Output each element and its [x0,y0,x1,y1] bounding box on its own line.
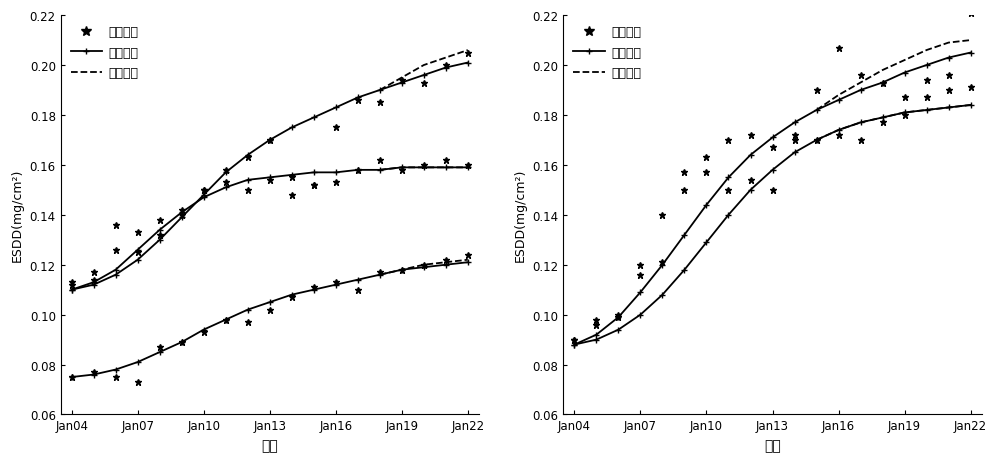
Legend: 实测数据, 拟合结果, 预测结果: 实测数据, 拟合结果, 预测结果 [570,22,645,84]
Y-axis label: ESDD(mg/cm²): ESDD(mg/cm²) [514,169,527,262]
X-axis label: 时间: 时间 [764,438,781,452]
X-axis label: 时间: 时间 [261,438,278,452]
Legend: 实测数据, 拟合结果, 预测结果: 实测数据, 拟合结果, 预测结果 [67,22,142,84]
Y-axis label: ESDD(mg/cm²): ESDD(mg/cm²) [11,169,24,262]
